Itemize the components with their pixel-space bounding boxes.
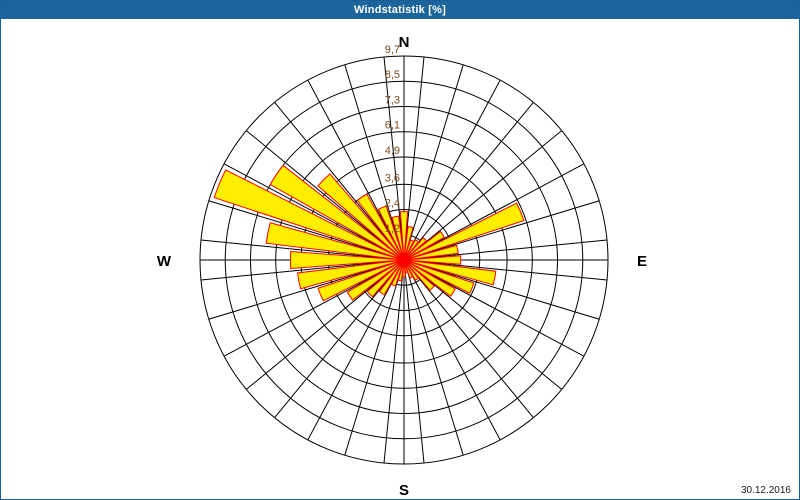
window-title: Windstatistik [%] xyxy=(354,4,446,16)
wind-petal-SEbS xyxy=(403,259,419,281)
wind-petal-W xyxy=(289,250,405,270)
grid-spoke-17 xyxy=(344,259,405,456)
window-title-bar: Windstatistik [%] xyxy=(1,1,799,19)
wind-petal-NWbW xyxy=(269,164,405,261)
wind-petal-ENE xyxy=(403,202,525,261)
grid-spoke-9 xyxy=(403,259,600,320)
grid-spoke-12 xyxy=(403,259,534,419)
grid-spoke-4 xyxy=(403,130,563,261)
grid-spoke-29 xyxy=(307,79,405,261)
wind-petal-SbE xyxy=(403,259,408,274)
grid-spoke-6 xyxy=(403,200,600,261)
grid-spoke-28 xyxy=(274,101,405,261)
wind-petal-NNW xyxy=(377,205,405,261)
wind-petal-EbN xyxy=(403,244,459,261)
wind-petal-SE xyxy=(403,259,435,291)
wind-petal-NEbN xyxy=(403,239,419,261)
grid-spoke-7 xyxy=(403,239,608,261)
compass-label-north: N xyxy=(399,34,410,51)
radial-tick-label-7: 9,7 xyxy=(385,44,400,56)
grid-spoke-0 xyxy=(403,56,425,261)
radial-tick-label-6: 8,5 xyxy=(385,69,400,81)
wind-petal-WSW xyxy=(317,259,405,302)
grid-spoke-20 xyxy=(245,259,405,390)
wind-petal-NWbN xyxy=(356,193,405,261)
wind-petal-NW xyxy=(317,173,405,261)
grid-spoke-22 xyxy=(208,259,405,320)
grid-spoke-11 xyxy=(403,259,563,390)
grid-spoke-2 xyxy=(403,79,501,261)
wind-petal-ESE xyxy=(403,259,475,294)
grid-spoke-27 xyxy=(245,130,405,261)
compass-label-east: E xyxy=(637,253,647,270)
compass-label-west: W xyxy=(157,253,172,270)
grid-spoke-10 xyxy=(403,259,585,357)
radial-tick-label-3: 4,9 xyxy=(385,145,400,157)
radial-axis-labels: 1,2 2,4 3,6 4,9 6,1 7,3 8,5 9,7 xyxy=(385,44,400,235)
wind-petal-WbS xyxy=(296,259,405,290)
grid-spoke-14 xyxy=(403,259,464,456)
grid-spoke-23 xyxy=(200,259,405,281)
wind-petal-S xyxy=(402,259,406,278)
wind-petal-SSW xyxy=(390,259,405,287)
radial-tick-label-1: 2,4 xyxy=(385,198,400,210)
wind-petal-WNW xyxy=(213,169,405,261)
wind-petal-SEbE xyxy=(403,259,456,297)
grid-spoke-3 xyxy=(403,101,534,261)
grid-spoke-24 xyxy=(200,239,405,261)
grid-spoke-26 xyxy=(223,163,405,261)
wind-petal-SSE xyxy=(403,259,414,279)
grid-spoke-8 xyxy=(403,259,608,281)
wind-petal-NE xyxy=(403,236,428,261)
polar-grid xyxy=(199,55,609,465)
wind-petal-NEbE xyxy=(403,230,445,261)
grid-spoke-18 xyxy=(307,259,405,441)
wind-petal-N xyxy=(399,211,409,261)
grid-spoke-13 xyxy=(403,259,501,441)
radial-tick-label-2: 3,6 xyxy=(385,172,400,184)
date-stamp: 30.12.2016 xyxy=(740,485,791,496)
wind-petal-EbS xyxy=(403,259,497,286)
grid-spoke-31 xyxy=(383,56,405,261)
grid-spoke-25 xyxy=(208,200,405,261)
wind-petal-SW xyxy=(366,259,405,298)
grid-spoke-5 xyxy=(403,163,585,261)
wind-petal-NbW xyxy=(391,215,405,261)
wind-petal-SWbS xyxy=(378,259,405,296)
radial-tick-label-5: 7,3 xyxy=(385,95,400,107)
grid-spoke-21 xyxy=(223,259,405,357)
wind-petal-WbN xyxy=(265,222,405,261)
radial-tick-label-4: 6,1 xyxy=(385,120,400,132)
compass-label-south: S xyxy=(399,482,409,499)
grid-spoke-15 xyxy=(403,259,425,464)
wind-petals xyxy=(213,164,525,302)
grid-spoke-30 xyxy=(344,64,405,261)
grid-spoke-1 xyxy=(403,64,464,261)
grid-spoke-16 xyxy=(383,259,405,464)
grid-spoke-19 xyxy=(274,259,405,419)
wind-rose-chart: 1,2 2,4 3,6 4,9 6,1 7,3 8,5 9,7 N S W E xyxy=(157,34,647,499)
wind-petal-SWbW xyxy=(346,259,405,301)
radial-tick-label-0: 1,2 xyxy=(385,223,400,235)
wind-petal-E xyxy=(403,255,462,265)
